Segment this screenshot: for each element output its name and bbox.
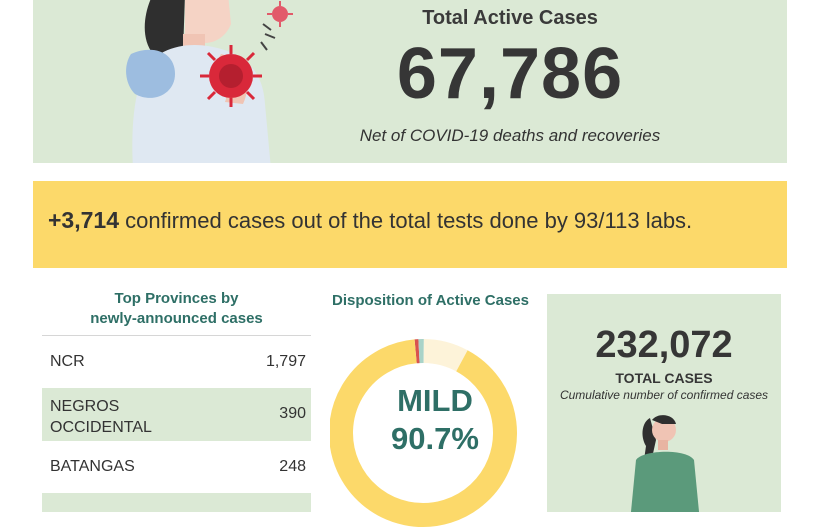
province-name-line2: OCCIDENTAL [50, 419, 152, 436]
province-name-line1: NEGROS [50, 398, 119, 415]
donut-center-label: MILD 90.7% [335, 382, 535, 458]
donut-label-pct: 90.7% [335, 420, 535, 458]
province-name: BATANGAS [50, 458, 135, 476]
province-value: 248 [279, 458, 306, 476]
donut-segment-other1 [424, 351, 462, 361]
table-row: NEGROS OCCIDENTAL 390 [42, 388, 311, 441]
disposition-title: Disposition of Active Cases [318, 288, 543, 309]
top-provinces-table: Top Provinces by newly-announced cases N… [42, 288, 311, 512]
top-provinces-title: Top Provinces by newly-announced cases [42, 288, 311, 329]
donut-label-main: MILD [335, 382, 535, 420]
province-value: 1,797 [266, 353, 306, 371]
table-row: NCR 1,797 [42, 336, 311, 388]
standing-person-illustration [622, 412, 712, 512]
active-cases-title: Total Active Cases [310, 7, 710, 30]
confirmed-cases-banner: +3,714 confirmed cases out of the total … [33, 181, 787, 268]
province-name: NCR [50, 353, 85, 371]
active-cases-number: 67,786 [310, 38, 710, 110]
banner-description: confirmed cases out of the total tests d… [125, 208, 692, 233]
disposition-panel: Disposition of Active Cases MILD 90.7% [318, 288, 543, 512]
top-provinces-title-line2: newly-announced cases [42, 309, 311, 329]
province-name: NEGROS OCCIDENTAL [50, 396, 152, 438]
table-row [42, 493, 311, 512]
table-row: BATANGAS 248 [42, 441, 311, 493]
coughing-person-illustration [113, 0, 303, 163]
total-cases-panel: 232,072 TOTAL CASES Cumulative number of… [547, 294, 781, 512]
top-provinces-title-line1: Top Provinces by [42, 289, 311, 309]
active-cases-note: Net of COVID-19 deaths and recoveries [310, 126, 710, 146]
active-cases-panel: Total Active Cases 67,786 Net of COVID-1… [33, 0, 787, 163]
banner-text: +3,714 confirmed cases out of the total … [48, 207, 692, 234]
total-cases-subtitle: Cumulative number of confirmed cases [547, 388, 781, 402]
total-cases-number: 232,072 [547, 324, 781, 367]
total-cases-label: TOTAL CASES [547, 370, 781, 386]
new-cases-number: +3,714 [48, 207, 119, 233]
province-value: 390 [279, 405, 306, 423]
